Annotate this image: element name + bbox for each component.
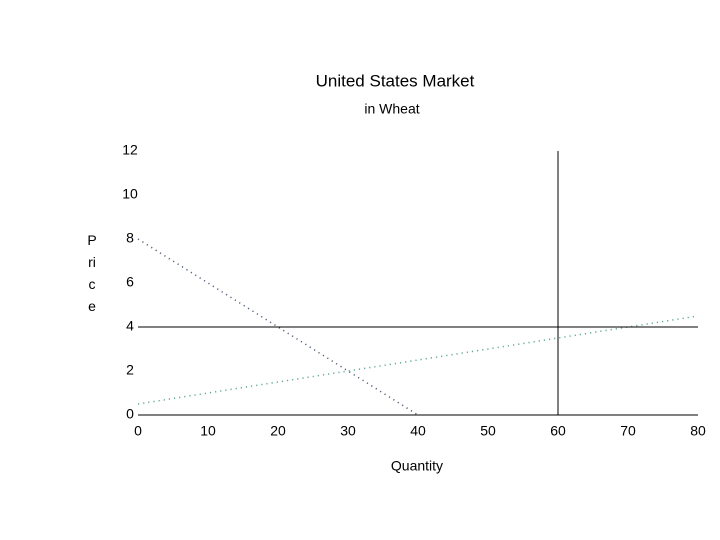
- y-axis-label: Price: [87, 232, 97, 314]
- series-line: [137, 315, 699, 405]
- x-tick-label: 10: [200, 423, 216, 439]
- x-tick-label: 80: [690, 423, 706, 439]
- x-tick-label: 40: [410, 423, 426, 439]
- series-line: [137, 238, 419, 416]
- y-tick-label: 8: [126, 230, 134, 246]
- x-tick-label: 50: [480, 423, 496, 439]
- y-tick-label: 10: [122, 186, 138, 202]
- chart-subtitle: in Wheat: [364, 101, 419, 117]
- y-tick-label: 4: [126, 318, 134, 334]
- x-tick-label: 0: [134, 423, 142, 439]
- y-tick-label: 0: [126, 406, 134, 422]
- y-tick-label: 2: [126, 362, 134, 378]
- x-tick-label: 70: [620, 423, 636, 439]
- x-tick-label: 20: [270, 423, 286, 439]
- y-tick-label: 12: [122, 142, 138, 158]
- chart-title: United States Market: [316, 71, 475, 90]
- x-tick-label: 60: [550, 423, 566, 439]
- x-tick-label: 30: [340, 423, 356, 439]
- x-axis-label: Quantity: [391, 458, 443, 474]
- y-tick-label: 6: [126, 274, 134, 290]
